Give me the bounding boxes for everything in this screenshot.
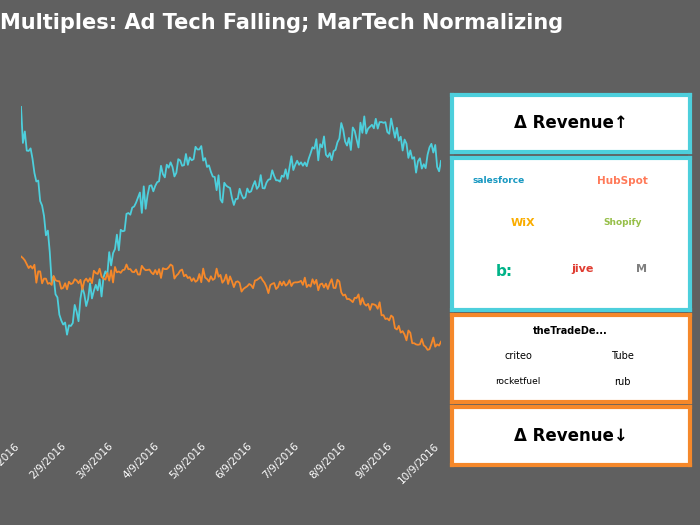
- Text: theTradeDe...: theTradeDe...: [533, 326, 608, 336]
- Text: HubSpot: HubSpot: [597, 176, 648, 186]
- Text: Δ Revenue↓: Δ Revenue↓: [514, 427, 627, 445]
- Text: Multiples: Ad Tech Falling; MarTech Normalizing: Multiples: Ad Tech Falling; MarTech Norm…: [0, 13, 563, 33]
- Text: WiX: WiX: [510, 218, 536, 228]
- Legend: Ad Tech Index, MarTech Index: Ad Tech Index, MarTech Index: [66, 521, 354, 525]
- Text: M: M: [636, 264, 648, 274]
- Text: Shopify: Shopify: [603, 218, 642, 227]
- Text: salesforce: salesforce: [473, 176, 525, 185]
- Text: jive: jive: [571, 264, 594, 274]
- Text: criteo: criteo: [504, 351, 532, 361]
- Text: rocketfuel: rocketfuel: [496, 377, 541, 386]
- Text: rub: rub: [615, 377, 631, 387]
- Text: Tube: Tube: [611, 351, 634, 361]
- Text: Δ Revenue↑: Δ Revenue↑: [514, 114, 627, 132]
- Text: b:: b:: [496, 264, 512, 279]
